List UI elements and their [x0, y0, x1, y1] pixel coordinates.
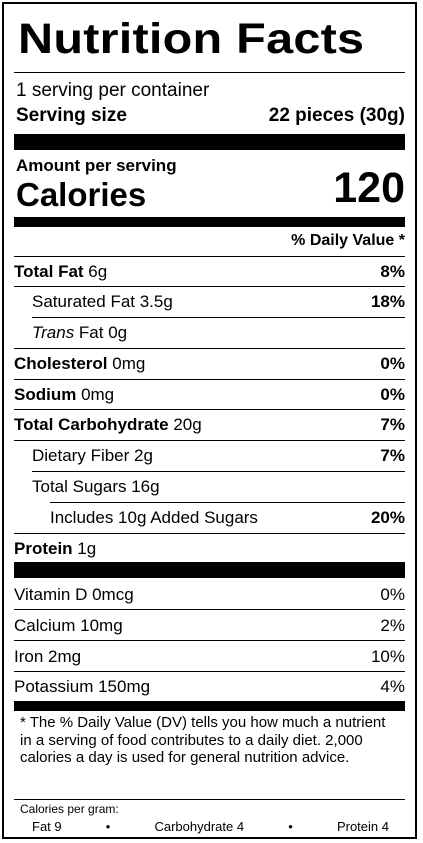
vitamin-dv: 2%: [380, 616, 405, 635]
thick-divider: [14, 562, 405, 578]
servings-per-container: 1 serving per container: [16, 80, 210, 101]
calories-per-gram-row: Fat 9 • Carbohydrate 4 • Protein 4: [32, 819, 389, 834]
nutrient-row-dietary-fiber: Dietary Fiber 2g 7%: [32, 446, 405, 466]
nutrient-row-protein: Protein 1g: [14, 539, 405, 559]
divider: [14, 671, 405, 672]
divider: [14, 533, 405, 534]
nutrient-row-sodium: Sodium 0mg 0%: [14, 385, 405, 405]
divider: [14, 640, 405, 641]
calories-label: Calories: [16, 176, 147, 213]
fat-per-gram: Fat 9: [32, 819, 62, 834]
divider: [14, 409, 405, 410]
nutrient-row-cholesterol: Cholesterol 0mg 0%: [14, 354, 405, 374]
divider: [14, 609, 405, 610]
divider: [14, 286, 405, 287]
daily-value-footnote: * The % Daily Value (DV) tells you how m…: [20, 714, 386, 766]
vitamin-row-iron: Iron 2mg 10%: [14, 647, 405, 667]
thick-divider: [14, 701, 405, 711]
nutrient-amount: 20g: [168, 415, 202, 434]
nutrient-name: Cholesterol: [14, 354, 108, 373]
protein-per-gram: Protein 4: [336, 819, 389, 834]
vitamin-row-vitamin-d: Vitamin D 0mcg 0%: [14, 585, 405, 605]
daily-value-header: % Daily Value *: [291, 232, 405, 249]
amount-per-serving: Amount per serving: [16, 156, 177, 175]
nutrient-row-saturated-fat: Saturated Fat 3.5g 18%: [32, 292, 405, 312]
nutrient-row-total-carbohydrate: Total Carbohydrate 20g 7%: [14, 415, 405, 435]
nutrient-dv: 20%: [370, 508, 405, 527]
nutrient-name: Trans: [32, 323, 75, 342]
nutrient-row-added-sugars: Includes 10g Added Sugars 20%: [50, 508, 405, 528]
nutrient-name: Dietary Fiber 2g: [32, 446, 153, 465]
nutrient-amount: Fat 0g: [74, 323, 128, 342]
carbohydrate-per-gram: Carbohydrate 4: [154, 819, 245, 834]
nutrient-name: Total Fat: [14, 262, 84, 281]
nutrient-row-total-sugars: Total Sugars 16g: [32, 477, 405, 497]
nutrient-name: Includes 10g Added Sugars: [50, 508, 258, 527]
nutrient-amount: 0mg: [107, 354, 146, 373]
nutrient-row-total-fat: Total Fat 6g 8%: [14, 262, 405, 282]
serving-size-label: Serving size: [16, 105, 127, 126]
vitamin-dv: 0%: [380, 585, 405, 604]
divider: [14, 379, 405, 380]
vitamin-name: Potassium 150mg: [14, 677, 151, 696]
vitamin-name: Iron 2mg: [14, 647, 82, 666]
nutrient-dv: 7%: [380, 446, 405, 465]
serving-size-value: 22 pieces (30g): [268, 105, 405, 126]
nutrient-name: Total Sugars 16g: [32, 477, 160, 496]
nutrient-amount: 0mg: [76, 385, 115, 404]
nutrient-name: Protein: [14, 539, 73, 558]
divider: [14, 440, 405, 441]
vitamin-dv: 4%: [380, 677, 405, 696]
vitamin-dv: 10%: [370, 647, 405, 666]
divider: [50, 502, 405, 503]
calories-value: 120: [333, 164, 405, 212]
nutrient-name: Saturated Fat 3.5g: [32, 292, 173, 311]
divider: [32, 317, 405, 318]
bullet-separator: •: [288, 819, 293, 834]
divider: [14, 72, 405, 73]
vitamin-name: Calcium 10mg: [14, 616, 123, 635]
label-title: Nutrition Facts: [18, 15, 365, 63]
nutrient-dv: 0%: [380, 354, 405, 373]
vitamin-row-calcium: Calcium 10mg 2%: [14, 616, 405, 636]
nutrient-name: Total Carbohydrate: [14, 415, 169, 434]
nutrient-amount: 6g: [83, 262, 108, 281]
nutrition-facts-label: Nutrition Facts 1 serving per container …: [2, 2, 417, 839]
nutrient-dv: 18%: [370, 292, 405, 311]
nutrient-dv: 8%: [380, 262, 405, 281]
thick-divider: [14, 134, 405, 150]
divider: [14, 348, 405, 349]
vitamin-name: Vitamin D 0mcg: [14, 585, 134, 604]
nutrient-dv: 7%: [380, 415, 405, 434]
nutrient-dv: 0%: [380, 385, 405, 404]
nutrient-row-trans-fat: Trans Fat 0g: [32, 323, 405, 343]
calories-per-gram-label: Calories per gram:: [20, 802, 119, 816]
thick-divider: [14, 217, 405, 227]
bullet-separator: •: [105, 819, 111, 834]
divider: [14, 799, 405, 800]
serving-size-row: Serving size 22 pieces (30g): [16, 105, 405, 127]
nutrient-amount: 1g: [72, 539, 97, 558]
divider: [32, 471, 405, 472]
nutrient-name: Sodium: [14, 385, 77, 404]
vitamin-row-potassium: Potassium 150mg 4%: [14, 677, 405, 697]
divider: [14, 256, 405, 257]
